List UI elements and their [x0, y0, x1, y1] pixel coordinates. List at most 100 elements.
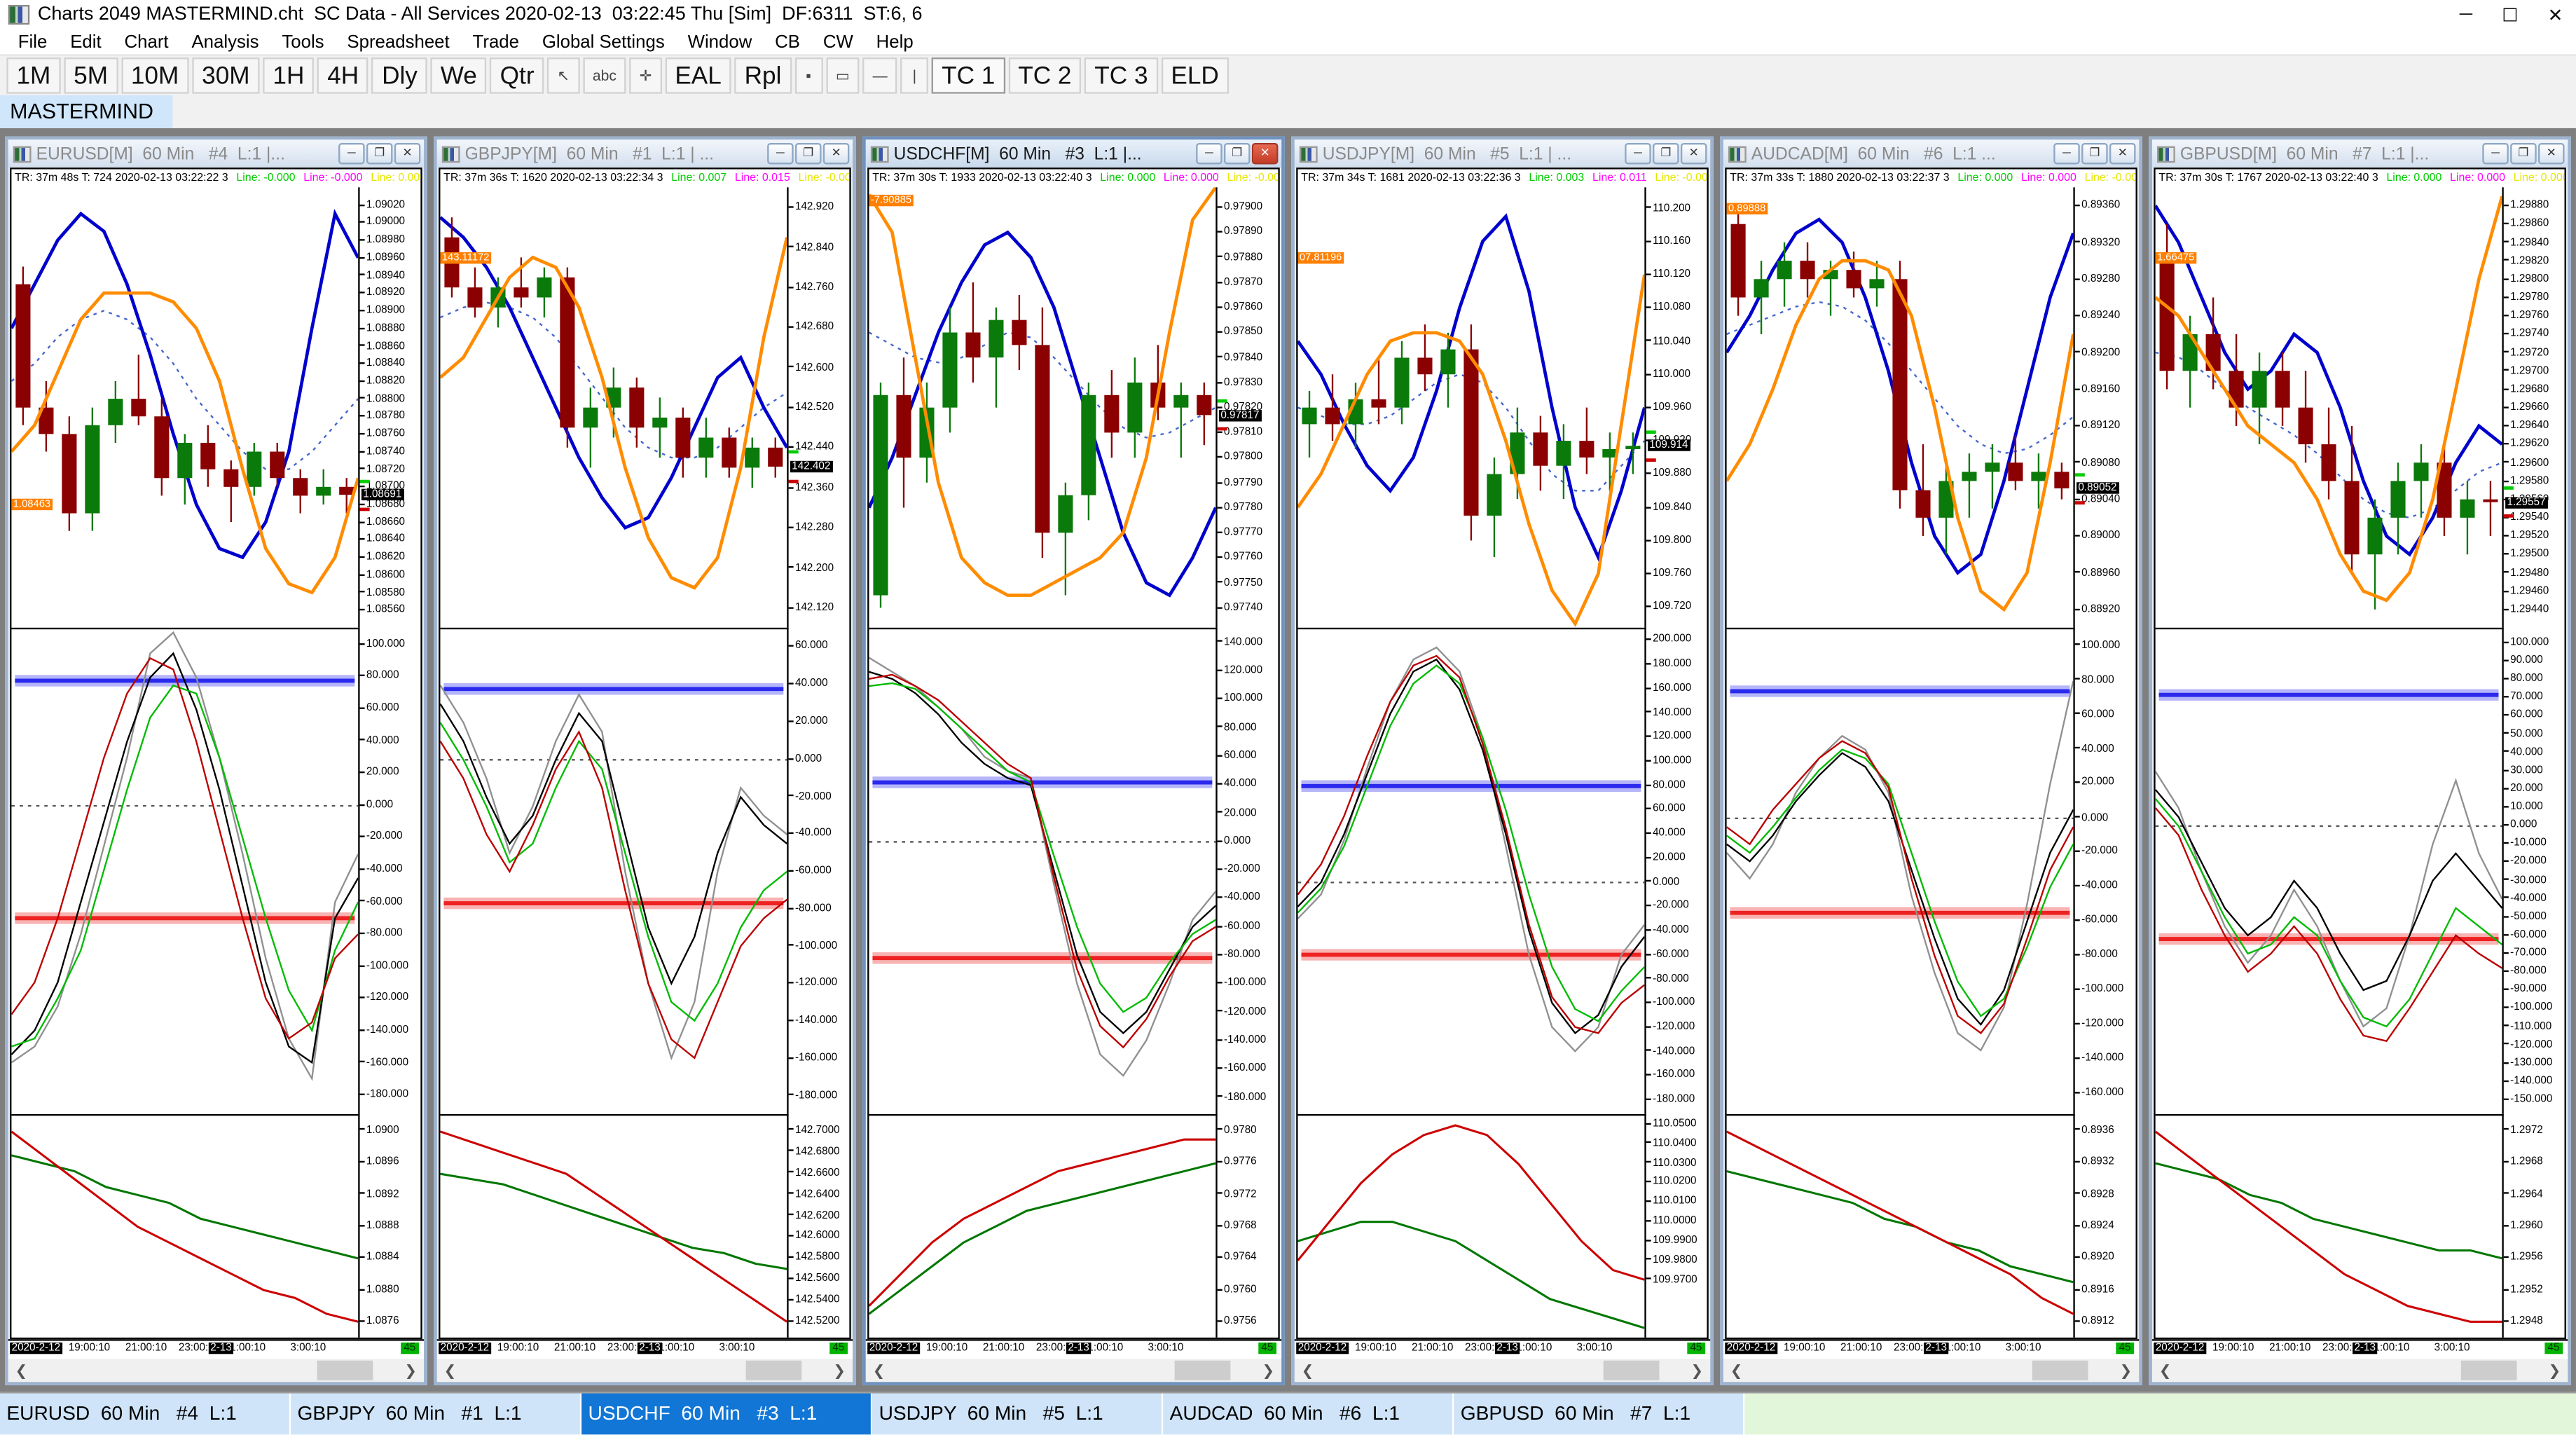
menu-item-help[interactable]: Help: [876, 32, 914, 52]
tab-mastermind[interactable]: MASTERMIND: [0, 95, 174, 128]
chart-close-button[interactable]: ✕: [822, 143, 850, 165]
horizontal-line-icon[interactable]: —: [862, 57, 897, 94]
tc3-button[interactable]: TC 3: [1084, 57, 1158, 94]
text-tool-icon[interactable]: abc: [582, 57, 627, 94]
horizontal-scrollbar[interactable]: ❮ ❯: [1723, 1359, 2140, 1383]
chart-window-usdchf[interactable]: USDCHF[M] 60 Min #3 L:1 |... ─ ❐ ✕ TR: 37m 3…: [862, 136, 1285, 1385]
scroll-left-arrow-icon[interactable]: ❮: [1301, 1361, 1314, 1378]
scroll-right-arrow-icon[interactable]: ❯: [1262, 1361, 1275, 1378]
interval-4h[interactable]: 4H: [317, 57, 369, 94]
interval-weekly[interactable]: We: [430, 57, 487, 94]
interval-5m[interactable]: 5M: [64, 57, 118, 94]
scrollbar-track[interactable]: [2178, 1359, 2541, 1382]
chart-minimize-button[interactable]: ─: [1625, 143, 1651, 165]
vertical-line-icon[interactable]: |: [900, 57, 929, 94]
scrollbar-track[interactable]: [463, 1359, 826, 1382]
oscillator-plot[interactable]: [440, 627, 789, 1114]
chart-window-titlebar[interactable]: EURUSD[M] 60 Min #4 L:1 |... ─ ❐ ✕: [8, 139, 425, 168]
scroll-right-arrow-icon[interactable]: ❯: [2548, 1361, 2561, 1378]
interval-30m[interactable]: 30M: [192, 57, 260, 94]
interval-quarterly[interactable]: Qtr: [490, 57, 544, 94]
marker-icon[interactable]: ▪: [794, 57, 823, 94]
menu-item-window[interactable]: Window: [687, 32, 752, 52]
scrollbar-track[interactable]: [34, 1359, 397, 1382]
price-plot[interactable]: 143.11172: [440, 187, 789, 628]
window-close-button[interactable]: ✕: [2547, 6, 2563, 26]
scrollbar-track[interactable]: [1321, 1359, 1683, 1382]
menu-item-chart[interactable]: Chart: [124, 32, 169, 52]
lower-study-plot[interactable]: [1726, 1113, 2075, 1338]
chart-window-titlebar[interactable]: USDJPY[M] 60 Min #5 L:1 | ... ─ ❐ ✕: [1294, 139, 1711, 168]
price-plot[interactable]: 1.66475: [2155, 187, 2504, 628]
taskbar-item-gbpusd[interactable]: GBPUSD 60 Min #7 L:1: [1454, 1393, 1745, 1435]
oscillator-plot[interactable]: [1297, 627, 1646, 1114]
chart-window-gbpjpy[interactable]: GBPJPY[M] 60 Min #1 L:1 | ... ─ ❐ ✕ TR: 37m …: [434, 136, 856, 1385]
horizontal-scrollbar[interactable]: ❮ ❯: [1294, 1359, 1711, 1383]
window-minimize-button[interactable]: ─: [2459, 4, 2473, 25]
taskbar-item-eurusd[interactable]: EURUSD 60 Min #4 L:1: [0, 1393, 291, 1435]
chart-restore-button[interactable]: ❐: [1224, 143, 1251, 165]
chart-window-audcad[interactable]: AUDCAD[M] 60 Min #6 L:1 ... ─ ❐ ✕ TR: 37m 33…: [1720, 136, 2142, 1385]
horizontal-scrollbar[interactable]: ❮ ❯: [2151, 1359, 2568, 1383]
oscillator-plot[interactable]: [1726, 627, 2075, 1114]
horizontal-scrollbar[interactable]: ❮ ❯: [8, 1359, 425, 1383]
scroll-right-arrow-icon[interactable]: ❯: [833, 1361, 846, 1378]
menu-item-file[interactable]: File: [18, 32, 48, 52]
scroll-left-arrow-icon[interactable]: ❮: [15, 1361, 28, 1378]
chart-window-eurusd[interactable]: EURUSD[M] 60 Min #4 L:1 |... ─ ❐ ✕ TR: 37m 4…: [5, 136, 427, 1385]
scrollbar-thumb[interactable]: [317, 1360, 373, 1380]
oscillator-plot[interactable]: [869, 627, 1218, 1114]
menu-item-global-settings[interactable]: Global Settings: [542, 32, 665, 52]
window-maximize-button[interactable]: ☐: [2502, 6, 2519, 26]
scrollbar-thumb[interactable]: [2461, 1360, 2516, 1380]
lower-study-plot[interactable]: [869, 1113, 1218, 1338]
chart-restore-button[interactable]: ❐: [794, 143, 822, 165]
tc2-button[interactable]: TC 2: [1008, 57, 1082, 94]
menu-item-edit[interactable]: Edit: [70, 32, 102, 52]
scroll-right-arrow-icon[interactable]: ❯: [404, 1361, 418, 1378]
taskbar-item-usdchf[interactable]: USDCHF 60 Min #3 L:1: [581, 1393, 873, 1435]
interval-daily[interactable]: Dly: [371, 57, 427, 94]
callout-icon[interactable]: ▭: [825, 57, 860, 94]
scroll-left-arrow-icon[interactable]: ❮: [443, 1361, 457, 1378]
menu-item-trade[interactable]: Trade: [472, 32, 519, 52]
taskbar-item-audcad[interactable]: AUDCAD 60 Min #6 L:1: [1163, 1393, 1454, 1435]
chart-window-usdjpy[interactable]: USDJPY[M] 60 Min #5 L:1 | ... ─ ❐ ✕ TR: 37m …: [1291, 136, 1714, 1385]
scrollbar-thumb[interactable]: [1175, 1360, 1230, 1380]
replay-button[interactable]: Rpl: [734, 57, 792, 94]
scroll-right-arrow-icon[interactable]: ❯: [2119, 1361, 2133, 1378]
chart-close-button[interactable]: ✕: [2109, 143, 2136, 165]
scroll-right-arrow-icon[interactable]: ❯: [1690, 1361, 1704, 1378]
tc1-button[interactable]: TC 1: [932, 57, 1005, 94]
scrollbar-thumb[interactable]: [1604, 1360, 1659, 1380]
menu-item-spreadsheet[interactable]: Spreadsheet: [347, 32, 450, 52]
lower-study-plot[interactable]: [1297, 1113, 1646, 1338]
chart-window-titlebar[interactable]: USDCHF[M] 60 Min #3 L:1 |... ─ ❐ ✕: [865, 139, 1282, 168]
price-plot[interactable]: 1.08463: [11, 187, 360, 628]
scrollbar-thumb[interactable]: [746, 1360, 801, 1380]
price-plot[interactable]: -7.90885: [869, 187, 1218, 628]
menu-item-cw[interactable]: CW: [822, 32, 853, 52]
menu-item-analysis[interactable]: Analysis: [191, 32, 259, 52]
oscillator-plot[interactable]: [2155, 627, 2504, 1114]
lower-study-plot[interactable]: [2155, 1113, 2504, 1338]
eld-button[interactable]: ELD: [1161, 57, 1229, 94]
scroll-left-arrow-icon[interactable]: ❮: [1730, 1361, 1743, 1378]
chart-window-gbpusd[interactable]: GBPUSD[M] 60 Min #7 L:1 |... ─ ❐ ✕ TR: 37m 3…: [2149, 136, 2571, 1385]
scrollbar-track[interactable]: [1749, 1359, 2112, 1382]
scrollbar-thumb[interactable]: [2032, 1360, 2088, 1380]
chart-close-button[interactable]: ✕: [394, 143, 421, 165]
chart-window-titlebar[interactable]: GBPUSD[M] 60 Min #7 L:1 |... ─ ❐ ✕: [2151, 139, 2568, 168]
pointer-icon[interactable]: ↖: [547, 57, 580, 94]
chart-minimize-button[interactable]: ─: [1196, 143, 1222, 165]
chart-close-button[interactable]: ✕: [2538, 143, 2565, 165]
horizontal-scrollbar[interactable]: ❮ ❯: [436, 1359, 853, 1383]
chart-window-titlebar[interactable]: AUDCAD[M] 60 Min #6 L:1 ... ─ ❐ ✕: [1723, 139, 2140, 168]
price-plot[interactable]: 07.81196: [1297, 187, 1646, 628]
interval-1m[interactable]: 1M: [6, 57, 61, 94]
menu-item-cb[interactable]: CB: [775, 32, 801, 52]
chart-restore-button[interactable]: ❐: [366, 143, 393, 165]
eal-button[interactable]: EAL: [665, 57, 731, 94]
scroll-left-arrow-icon[interactable]: ❮: [872, 1361, 886, 1378]
chart-window-titlebar[interactable]: GBPJPY[M] 60 Min #1 L:1 | ... ─ ❐ ✕: [436, 139, 853, 168]
